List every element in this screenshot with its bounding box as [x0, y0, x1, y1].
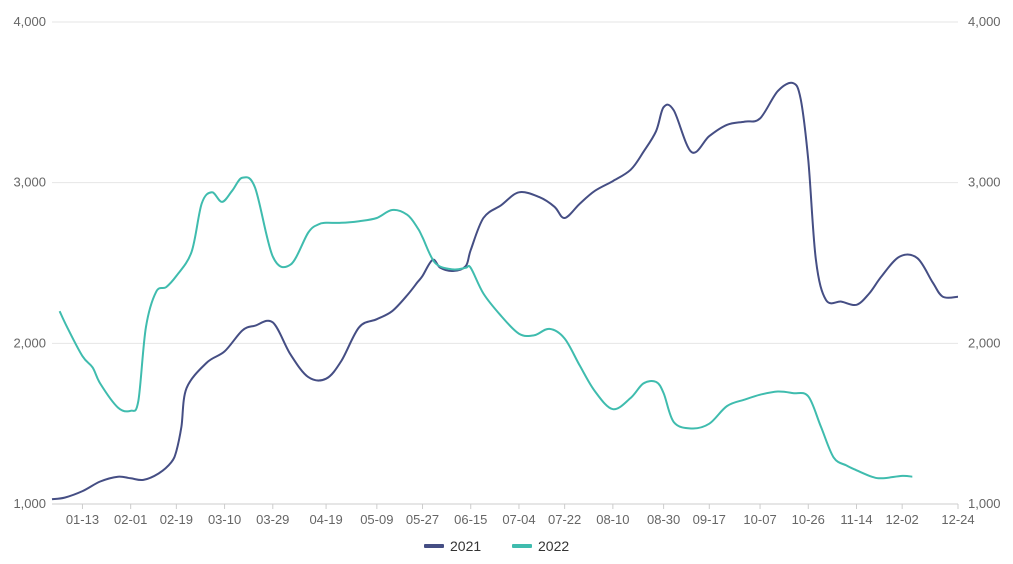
x-tick-label: 05-27 — [406, 512, 439, 527]
x-tick-label: 10-26 — [792, 512, 825, 527]
x-tick-label: 06-15 — [454, 512, 487, 527]
y-tick-label-left: 4,000 — [13, 14, 46, 29]
y-tick-label-right: 1,000 — [968, 496, 1001, 511]
series-lines — [51, 81, 959, 501]
y-tick-label-right: 2,000 — [968, 335, 1001, 350]
legend-label-2021[interactable]: 2021 — [450, 538, 481, 554]
x-tick-label: 12-24 — [941, 512, 974, 527]
y-tick-label-right: 3,000 — [968, 175, 1001, 190]
x-tick-label: 08-30 — [647, 512, 680, 527]
x-tick-label: 02-01 — [114, 512, 147, 527]
x-tick-label: 07-22 — [548, 512, 581, 527]
legend-swatch-2021[interactable] — [424, 544, 444, 548]
axes: 1,000 1,000 2,000 2,000 3,000 3,000 4,000 4,000… — [13, 14, 1000, 527]
x-tick-label: 03-29 — [256, 512, 289, 527]
x-tick-label: 04-19 — [309, 512, 342, 527]
x-tick-label: 02-19 — [160, 512, 193, 527]
series-line-2022[interactable] — [58, 176, 913, 480]
legend-swatch-2022[interactable] — [512, 544, 532, 548]
y-tick-label-left: 2,000 — [13, 335, 46, 350]
x-tick-label: 03-10 — [208, 512, 241, 527]
y-tick-label-left: 3,000 — [13, 175, 46, 190]
x-tick-label: 11-14 — [840, 512, 872, 527]
x-tick-label: 12-02 — [886, 512, 919, 527]
x-tick-label: 07-04 — [502, 512, 535, 527]
y-tick-label-left: 1,000 — [13, 496, 46, 511]
x-tick-label: 10-07 — [743, 512, 776, 527]
legend-label-2022[interactable]: 2022 — [538, 538, 569, 554]
gridlines — [52, 21, 958, 344]
x-tick-label: 05-09 — [360, 512, 393, 527]
series-line-2021[interactable] — [51, 81, 959, 501]
legend: 2021 2022 — [424, 538, 569, 554]
x-tick-label: 01-13 — [66, 512, 99, 527]
x-tick-label: 08-10 — [596, 512, 629, 527]
y-tick-label-right: 4,000 — [968, 14, 1001, 29]
x-tick-label: 09-17 — [693, 512, 726, 527]
